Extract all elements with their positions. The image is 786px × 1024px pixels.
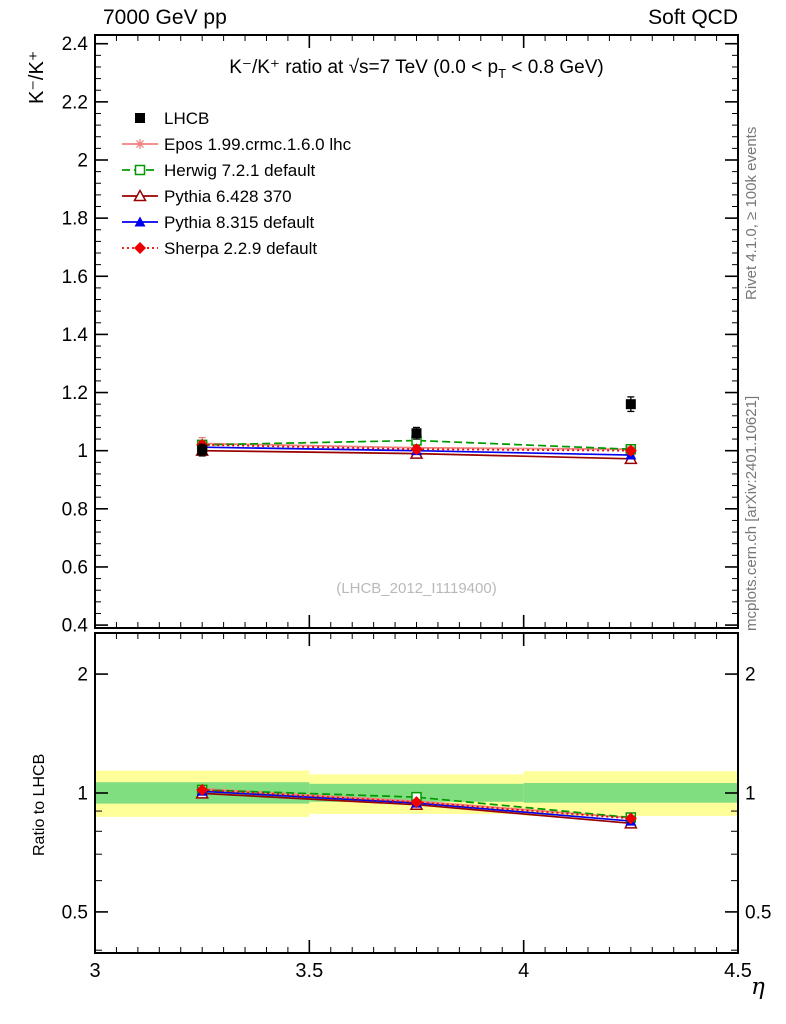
marker-square-filled xyxy=(411,428,422,439)
legend-label: Sherpa 2.2.9 default xyxy=(164,239,317,258)
marker-diamond-filled xyxy=(134,242,146,254)
plot-title-post: < 0.8 GeV) xyxy=(506,57,604,78)
marker-diamond-filled xyxy=(624,444,637,457)
y-tick-label-ratio-left: 0.5 xyxy=(62,902,88,923)
legend-label: Pythia 6.428 370 xyxy=(164,187,292,206)
y-tick-label-ratio-right: 2 xyxy=(745,665,756,686)
y-tick-label-main: 0.8 xyxy=(62,499,88,520)
y-tick-label-main: 2.4 xyxy=(62,34,89,55)
marker-triangle-open xyxy=(133,188,147,202)
y-tick-label-main: 1.6 xyxy=(62,267,88,288)
x-tick-label: 3 xyxy=(89,960,100,982)
plot-title-pre: K⁻/K⁺ ratio at √s=7 TeV (0.0 < p xyxy=(229,57,499,78)
header-beam-label: 7000 GeV pp xyxy=(103,6,227,29)
y-tick-label-main: 1.4 xyxy=(62,325,89,346)
y-tick-label-main: 1.8 xyxy=(62,209,88,230)
y-tick-label-main: 1 xyxy=(77,441,88,462)
y-tick-label-main: 0.4 xyxy=(62,616,89,637)
y-tick-label-main: 2.2 xyxy=(62,92,88,113)
x-tick-label: 3.5 xyxy=(295,960,323,982)
y-axis-label-ratio: Ratio to LHCB xyxy=(31,753,48,856)
x-axis-label: η xyxy=(751,974,765,1000)
marker-square-open xyxy=(134,164,146,176)
y-tick-label-main: 2 xyxy=(77,150,88,171)
legend-label: LHCB xyxy=(164,109,209,128)
series-line-main xyxy=(202,444,631,452)
marker-square-filled xyxy=(135,113,145,123)
x-tick-label: 4 xyxy=(518,960,529,982)
header-process-label: Soft QCD xyxy=(648,6,738,29)
series-line-ratio xyxy=(202,789,631,820)
rivet-version-note: Rivet 4.1.0, ≥ 100k events xyxy=(743,126,760,300)
uncertainty-band-green xyxy=(523,783,738,803)
legend-label: Pythia 8.315 default xyxy=(164,213,315,232)
y-tick-label-ratio-right: 1 xyxy=(745,784,756,805)
y-tick-label-main: 1.2 xyxy=(62,383,88,404)
y-tick-label-main: 0.6 xyxy=(62,557,88,578)
analysis-watermark: (LHCB_2012_I1119400) xyxy=(336,580,497,597)
marker-diamond-filled xyxy=(624,812,637,825)
y-tick-label-ratio-left: 1 xyxy=(77,784,88,805)
marker-diamond-filled xyxy=(410,443,423,456)
y-tick-label-ratio-right: 0.5 xyxy=(745,902,771,923)
plot-title-sub: T xyxy=(498,65,507,81)
x-tick-label: 4.5 xyxy=(724,960,752,982)
marker-triangle-filled xyxy=(134,216,146,227)
legend-label: Epos 1.99.crmc.1.6.0 lhc xyxy=(164,135,352,154)
marker-square-filled xyxy=(197,445,208,456)
y-axis-label-main: K⁻/K⁺ xyxy=(26,50,48,104)
marker-star-stroke xyxy=(136,140,144,148)
marker-star-open xyxy=(135,139,145,149)
marker-diamond-filled xyxy=(196,783,209,796)
plot-title: K⁻/K⁺ ratio at √s=7 TeV (0.0 < pT < 0.8 … xyxy=(95,56,738,81)
mcplots-attribution-note: mcplots.cern.ch [arXiv:2401.10621] xyxy=(743,395,760,631)
legend-label: Herwig 7.2.1 default xyxy=(164,161,315,180)
marker-square-filled xyxy=(625,399,636,410)
y-tick-label-ratio-left: 2 xyxy=(77,665,88,686)
marker-diamond-filled xyxy=(410,796,423,809)
